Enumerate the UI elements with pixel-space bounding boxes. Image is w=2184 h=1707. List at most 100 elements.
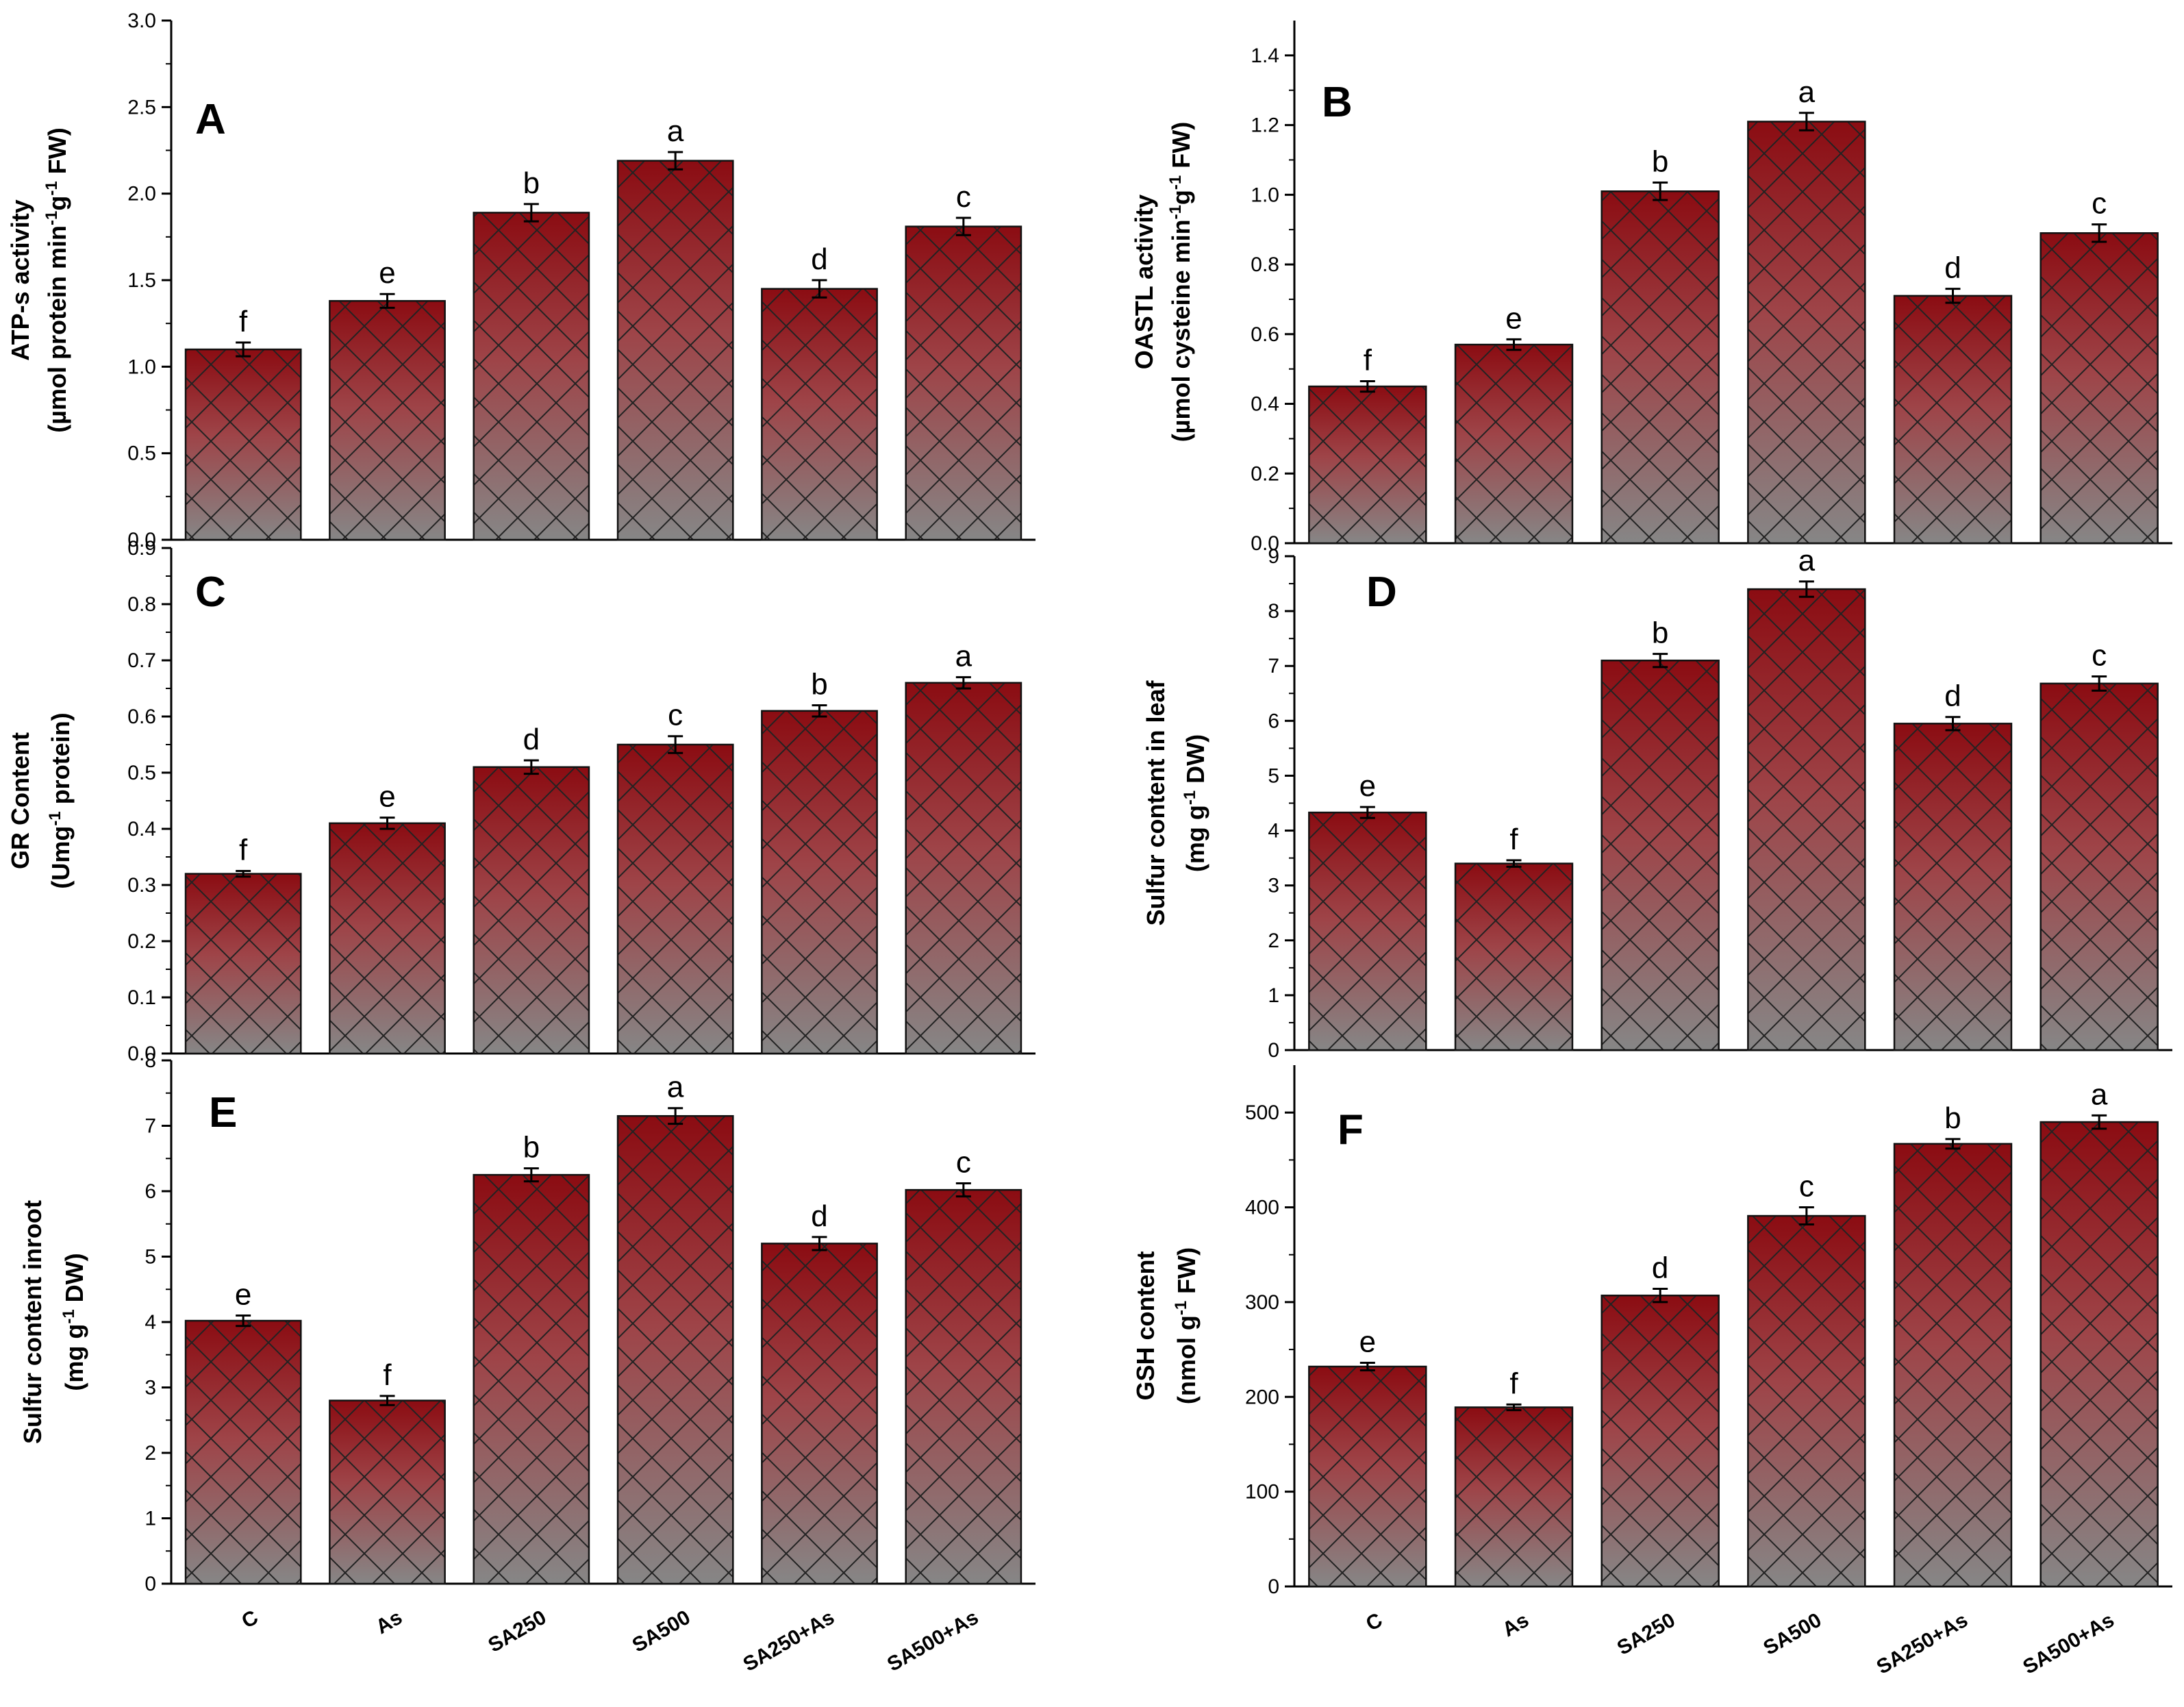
bar-hatch-c (184, 348, 302, 541)
y-tick-label: 0.5 (127, 443, 156, 465)
y-axis-unit: (mg g-1 DW) (60, 1253, 89, 1391)
y-tick-label: 0.0 (127, 1043, 156, 1065)
y-tick-label: 7 (1268, 655, 1279, 677)
bar-hatch-sa250 (1601, 1294, 1720, 1588)
bar-hatch-sa250-as (1893, 723, 2013, 1051)
y-tick-label: 5 (1268, 764, 1279, 787)
y-tick-label: 0.3 (127, 874, 156, 897)
y-tick-label: 0.8 (127, 593, 156, 616)
significance-letter: a (2091, 1077, 2108, 1111)
significance-letter: b (523, 1131, 540, 1164)
y-tick-label: 0.6 (1251, 323, 1279, 346)
panel-label: B (1322, 79, 1353, 126)
bar-hatch-sa500-as (905, 1188, 1022, 1585)
bar-hatch-sa500-as (905, 225, 1022, 541)
significance-letter: c (956, 1146, 971, 1180)
panel-label: E (209, 1089, 237, 1136)
significance-letter: d (811, 242, 827, 276)
bar-hatch-sa250-as (761, 710, 878, 1055)
bar-hatch-c (1308, 1365, 1427, 1588)
bar-hatch-as (329, 822, 446, 1055)
y-tick-label: 0.5 (127, 762, 156, 784)
significance-letter: b (1944, 1101, 1961, 1135)
y-tick-label: 0.6 (127, 706, 156, 728)
bar-hatch-sa500 (616, 1114, 734, 1585)
bar-hatch-as (1454, 343, 1574, 545)
bar-hatch-c (184, 873, 302, 1055)
significance-letter: a (1798, 544, 1816, 577)
y-tick-label: 8 (1268, 600, 1279, 623)
y-tick-label: 0.0 (1251, 532, 1279, 555)
y-tick-label: 6 (1268, 710, 1279, 732)
significance-letter: c (956, 180, 971, 214)
significance-letter: c (668, 699, 683, 732)
category-label-c: C (1362, 1608, 1386, 1635)
panel-label: A (195, 96, 226, 143)
significance-letter: b (1652, 616, 1668, 650)
bar-hatch-c (1308, 811, 1427, 1051)
significance-letter: a (955, 640, 972, 673)
significance-letter: c (2092, 638, 2107, 672)
category-label-as: As (1498, 1608, 1533, 1641)
significance-letter: f (239, 834, 248, 867)
significance-letter: e (235, 1278, 251, 1311)
bar-hatch-sa250-as (1893, 295, 2013, 545)
bar-hatch-sa250 (473, 766, 590, 1055)
y-axis-unit: (mg g-1 DW) (1181, 734, 1210, 872)
y-tick-label: 3.0 (127, 10, 156, 32)
chart-panel-a: 0.0 0.5 1.0 1.5 2.0 2.5 3.0 f e b a d c A ATP-s activi… (6, 10, 1035, 551)
bar-hatch-sa250 (473, 212, 590, 541)
significance-letter: e (379, 780, 395, 814)
y-tick-label: 9 (1268, 545, 1279, 568)
bar-hatch-sa500-as (2039, 1121, 2159, 1588)
y-axis-title: OASTL activity (1130, 195, 1158, 369)
y-tick-label: 2 (1268, 930, 1279, 952)
significance-letter: e (1359, 1325, 1376, 1358)
bar-hatch-sa500-as (2039, 682, 2159, 1051)
bar-hatch-sa250 (1601, 190, 1720, 545)
category-label-c: C (238, 1606, 262, 1632)
y-tick-label: 0.8 (1251, 253, 1279, 276)
y-tick-label: 4 (1268, 820, 1279, 843)
y-tick-label: 0 (1268, 1575, 1279, 1598)
bar-hatch-sa500 (616, 160, 734, 541)
y-tick-label: 1.2 (1251, 114, 1279, 137)
y-tick-label: 300 (1245, 1291, 1279, 1314)
category-label-sa250: SA250 (484, 1606, 550, 1656)
y-tick-label: 0.2 (127, 930, 156, 953)
y-axis-title: GR Content (6, 732, 34, 869)
bar-hatch-sa250 (473, 1173, 590, 1585)
significance-letter: d (811, 1199, 827, 1233)
chart-panel-e: 0 1 2 3 4 5 6 7 8 e Cf As b SA250 a SA500 d SA250+As c SA50… (18, 1049, 1035, 1676)
y-tick-label: 100 (1245, 1481, 1279, 1504)
y-tick-label: 500 (1245, 1101, 1279, 1124)
bar-hatch-sa250-as (761, 1243, 878, 1585)
significance-letter: d (1944, 680, 1961, 713)
y-tick-label: 1 (145, 1508, 156, 1530)
category-label-sa500: SA500 (629, 1606, 694, 1656)
y-tick-label: 0.4 (127, 818, 156, 840)
y-tick-label: 4 (145, 1311, 156, 1334)
category-label-sa500-as: SA500+As (2019, 1608, 2118, 1678)
significance-letter: f (1509, 823, 1518, 856)
bar-hatch-as (1454, 1406, 1574, 1588)
bar-hatch-sa500 (616, 743, 734, 1055)
bar-hatch-sa250-as (761, 288, 878, 541)
significance-letter: a (1798, 75, 1816, 109)
panel-label: F (1338, 1106, 1364, 1154)
chart-panel-c: 0.0 0.1 0.2 0.3 0.4 0.5 0.6 0.7 0.8 0.9 f e d c b a C GR … (6, 537, 1035, 1065)
y-tick-label: 200 (1245, 1386, 1279, 1408)
y-tick-label: 3 (145, 1377, 156, 1399)
chart-panel-d: 0 1 2 3 4 5 6 7 8 9 e f b a d c D Sulfur content in leaf (… (1142, 544, 2172, 1062)
panel-label: C (195, 569, 226, 616)
y-tick-label: 0.0 (127, 529, 156, 551)
chart-panel-f: 0 100 200 300 400 500 e Cf As d SA250 c SA500 b SA250+… (1131, 1065, 2172, 1679)
significance-letter: f (383, 1358, 392, 1392)
significance-letter: e (1505, 301, 1522, 335)
panel-label: D (1366, 569, 1397, 616)
bar-hatch-sa500-as (905, 682, 1022, 1055)
y-tick-label: 7 (145, 1115, 156, 1138)
y-axis-title: Sulfur content inroot (18, 1200, 47, 1444)
y-axis-unit: (Umg-1 protein) (46, 712, 75, 888)
